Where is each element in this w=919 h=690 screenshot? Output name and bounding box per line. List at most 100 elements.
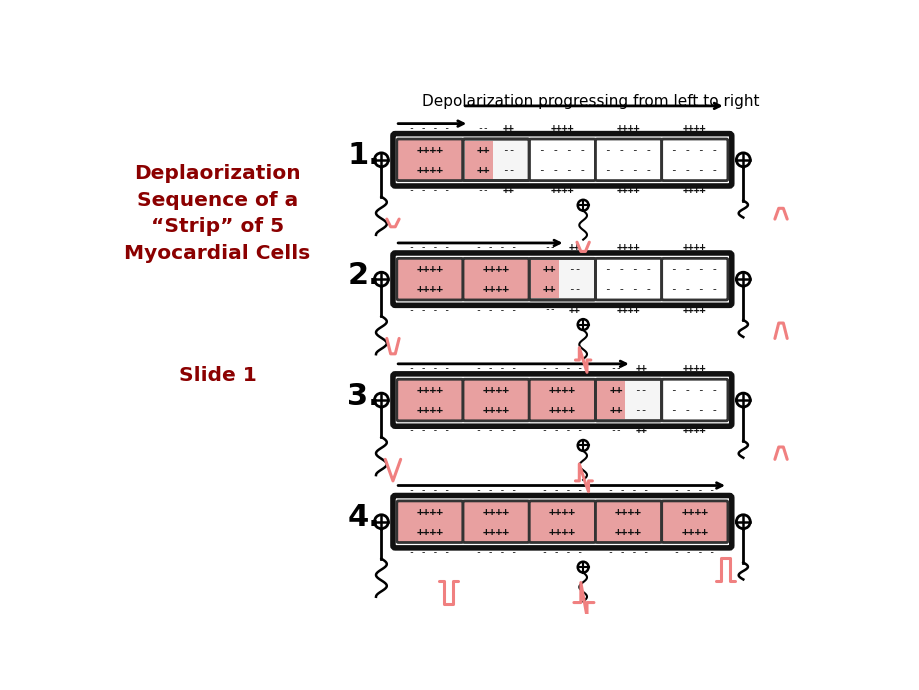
Text: ++++: ++++ — [482, 405, 509, 415]
Circle shape — [577, 200, 588, 210]
Text: ++: ++ — [635, 363, 646, 373]
Text: --: -- — [568, 284, 581, 294]
Text: ++++: ++++ — [416, 165, 443, 175]
Text: ++: ++ — [608, 405, 622, 415]
Text: --: -- — [543, 304, 555, 315]
Text: - - - -: - - - - — [409, 547, 450, 557]
Text: - - - -: - - - - — [541, 426, 583, 435]
Text: ++: ++ — [542, 264, 556, 274]
Text: ++++: ++++ — [416, 264, 443, 274]
Circle shape — [735, 273, 749, 286]
Text: ++++: ++++ — [682, 304, 706, 315]
Text: Slide 1: Slide 1 — [178, 366, 256, 385]
Text: - - - -: - - - - — [607, 485, 649, 495]
Text: ++: ++ — [542, 284, 556, 294]
FancyBboxPatch shape — [530, 260, 559, 298]
Text: ++++: ++++ — [416, 526, 443, 537]
FancyBboxPatch shape — [462, 380, 528, 421]
Text: ++++: ++++ — [615, 506, 641, 517]
Text: ++++: ++++ — [416, 284, 443, 294]
Text: ++++: ++++ — [682, 185, 706, 195]
Text: ++++: ++++ — [416, 506, 443, 517]
Text: ++: ++ — [503, 185, 514, 195]
Text: ++++: ++++ — [615, 526, 641, 537]
Text: Depolarization progressing from left to right: Depolarization progressing from left to … — [422, 95, 759, 109]
Text: ++++: ++++ — [482, 385, 509, 395]
Text: - - - -: - - - - — [539, 165, 585, 175]
Text: ++++: ++++ — [681, 526, 708, 537]
Text: 2.: 2. — [347, 261, 380, 290]
Circle shape — [735, 393, 749, 407]
Text: - - - -: - - - - — [475, 304, 516, 315]
FancyBboxPatch shape — [528, 501, 595, 542]
Text: - - - -: - - - - — [475, 242, 516, 253]
Text: 4.: 4. — [346, 503, 380, 533]
Text: ++++: ++++ — [616, 123, 640, 133]
Text: ++++: ++++ — [549, 405, 575, 415]
Text: ++++: ++++ — [682, 363, 706, 373]
Text: --: -- — [502, 145, 515, 155]
Text: - - - -: - - - - — [475, 485, 516, 495]
Circle shape — [374, 393, 388, 407]
Text: - - - -: - - - - — [409, 185, 450, 195]
Text: - - - -: - - - - — [409, 426, 450, 435]
Text: ++: ++ — [608, 385, 622, 395]
Circle shape — [374, 515, 388, 529]
Text: --: -- — [609, 426, 621, 435]
Text: - - - -: - - - - — [409, 304, 450, 315]
Circle shape — [735, 515, 749, 529]
FancyBboxPatch shape — [595, 501, 661, 542]
FancyBboxPatch shape — [661, 139, 727, 181]
FancyBboxPatch shape — [396, 380, 462, 421]
Text: ++++: ++++ — [482, 526, 509, 537]
FancyBboxPatch shape — [661, 258, 727, 300]
Text: - - - -: - - - - — [605, 284, 652, 294]
FancyBboxPatch shape — [595, 258, 661, 300]
Text: --: -- — [634, 405, 647, 415]
Text: - - - -: - - - - — [539, 145, 585, 155]
Text: - - - -: - - - - — [671, 284, 718, 294]
Text: - - - -: - - - - — [541, 547, 583, 557]
Text: - - - -: - - - - — [541, 363, 583, 373]
Text: ++++: ++++ — [416, 385, 443, 395]
FancyBboxPatch shape — [661, 380, 727, 421]
Text: - - - -: - - - - — [409, 363, 450, 373]
Text: ++++: ++++ — [682, 426, 706, 435]
Text: ++++: ++++ — [616, 304, 640, 315]
Text: ++++: ++++ — [682, 242, 706, 253]
Text: 1.: 1. — [346, 141, 380, 170]
Text: --: -- — [609, 363, 621, 373]
Text: --: -- — [477, 123, 489, 133]
Text: - - - -: - - - - — [605, 145, 652, 155]
Text: ++++: ++++ — [482, 506, 509, 517]
Text: - - - -: - - - - — [605, 264, 652, 274]
Text: ++++: ++++ — [416, 405, 443, 415]
Text: ++++: ++++ — [682, 123, 706, 133]
Text: ++: ++ — [569, 304, 580, 315]
FancyBboxPatch shape — [462, 139, 528, 181]
Text: - - - -: - - - - — [409, 123, 450, 133]
Text: - - - -: - - - - — [409, 485, 450, 495]
Circle shape — [735, 153, 749, 167]
Text: ++: ++ — [476, 145, 490, 155]
FancyBboxPatch shape — [464, 141, 493, 179]
Circle shape — [577, 440, 588, 451]
FancyBboxPatch shape — [396, 501, 462, 542]
Text: - - - -: - - - - — [671, 264, 718, 274]
Text: - - - -: - - - - — [671, 165, 718, 175]
FancyBboxPatch shape — [595, 139, 661, 181]
Text: ++++: ++++ — [482, 264, 509, 274]
Text: - - - -: - - - - — [475, 363, 516, 373]
Text: ++++: ++++ — [549, 385, 575, 395]
Text: - - - -: - - - - — [607, 547, 649, 557]
Text: - - - -: - - - - — [541, 485, 583, 495]
Text: 3.: 3. — [347, 382, 380, 411]
FancyBboxPatch shape — [396, 139, 462, 181]
Text: - - - -: - - - - — [671, 145, 718, 155]
FancyBboxPatch shape — [661, 501, 727, 542]
Text: - - - -: - - - - — [674, 485, 715, 495]
Text: - - - -: - - - - — [674, 547, 715, 557]
Text: --: -- — [568, 264, 581, 274]
Text: - - - -: - - - - — [671, 385, 718, 395]
Text: --: -- — [543, 242, 555, 253]
